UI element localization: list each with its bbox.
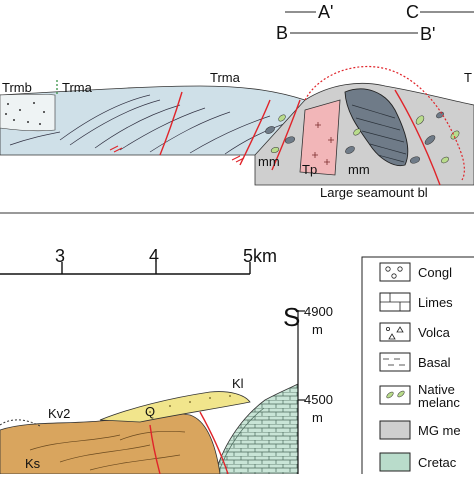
marker-a-prime: A' — [318, 2, 333, 22]
elevation-4900-unit: m — [312, 322, 323, 337]
legend-item-volcanic: Volca — [379, 322, 451, 342]
melange-clasts — [265, 111, 460, 164]
legend-item-cretaceous: Cretac — [379, 452, 457, 472]
label-trmb: Trmb — [2, 80, 32, 95]
q-dots — [149, 395, 231, 413]
top-section: A' B C B' — [0, 2, 474, 214]
elevation-4900: 4900 — [304, 304, 333, 319]
label-ks: Ks — [25, 456, 41, 471]
legend-label-conglomerate: Congl — [418, 265, 452, 280]
unit-kl-green — [214, 383, 299, 475]
tp-crosses — [312, 122, 334, 165]
legend-swatch-native-melange — [379, 385, 411, 405]
seamount-block-brick — [351, 104, 407, 163]
label-mm-2: mm — [348, 162, 370, 177]
marker-b-prime: B' — [420, 24, 435, 44]
ks-bedding — [29, 430, 186, 471]
label-tp: Tp — [302, 162, 317, 177]
legend-swatch-cretaceous — [379, 452, 411, 472]
legend-item-conglomerate: Congl — [379, 262, 452, 282]
label-large-seamount: Large seamount bl — [320, 185, 428, 200]
marker-c: C — [406, 2, 419, 22]
legend-item-basalt: Basal — [379, 352, 451, 372]
marker-b: B — [276, 23, 288, 43]
seamount-outline-dotted — [304, 66, 465, 181]
legend-item-mg-melange: MG me — [379, 420, 461, 440]
unit-q-yellow — [99, 391, 251, 423]
fault-arrows-top — [109, 145, 245, 163]
legend-label-basalt: Basal — [418, 355, 451, 370]
legend-label-mg-melange: MG me — [418, 423, 461, 438]
bottom-section: 3 4 5km S 4 — [0, 246, 333, 475]
legend-swatch-mg-melange — [379, 420, 411, 440]
legend-label-volcanic: Volca — [418, 325, 451, 340]
legend-swatch-basalt — [379, 352, 411, 372]
legend-label-cretaceous: Cretac — [418, 455, 457, 470]
label-t-right: T — [464, 70, 472, 85]
faults-bottom — [149, 411, 229, 475]
legend-label-limestone: Limes — [418, 295, 453, 310]
scale-tick-3: 3 — [55, 246, 65, 266]
unit-trma-blue — [0, 85, 306, 156]
legend-label-native-melange: Native — [418, 382, 455, 397]
label-kl: Kl — [232, 376, 244, 391]
label-kv2: Kv2 — [48, 406, 70, 421]
conglomerate-dots — [5, 102, 45, 125]
label-mm-1: mm — [258, 154, 280, 169]
unit-trmb-conglomerate — [0, 93, 56, 132]
legend-swatch-conglomerate — [379, 262, 411, 282]
label-trma-mid: Trma — [210, 70, 241, 85]
surface-trace-dotted — [0, 419, 41, 427]
legend-item-limestone: Limes — [379, 292, 453, 312]
direction-s: S — [283, 302, 300, 332]
label-trma-left: Trma — [62, 80, 93, 95]
scale-tick-5km: 5km — [243, 246, 277, 266]
elevation-4500-unit: m — [312, 410, 323, 425]
legend-label-native-melange-line2: melanc — [418, 395, 460, 410]
elevation-4500: 4500 — [304, 392, 333, 407]
elevation-axis — [297, 310, 305, 474]
label-q: Q — [145, 404, 155, 419]
unit-tp-pink — [299, 99, 341, 176]
scale-bar — [0, 262, 251, 275]
kl-fold-line — [217, 407, 265, 475]
scale-tick-4: 4 — [149, 246, 159, 266]
